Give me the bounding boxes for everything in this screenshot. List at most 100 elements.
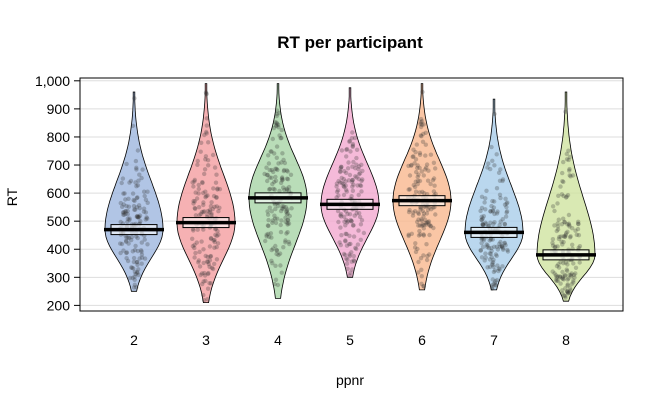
raw-point <box>484 242 489 247</box>
raw-point <box>282 167 287 173</box>
raw-point <box>191 184 196 189</box>
raw-point <box>419 281 424 286</box>
raw-point <box>135 195 140 200</box>
raw-point <box>198 149 203 154</box>
raw-point <box>500 177 506 182</box>
raw-point <box>275 203 281 209</box>
raw-point <box>488 237 494 242</box>
raw-point <box>490 262 495 268</box>
raw-point <box>426 219 432 224</box>
raw-point <box>493 252 499 257</box>
raw-point <box>275 282 281 288</box>
raw-point <box>417 190 422 195</box>
x-tick-label: 6 <box>418 332 426 348</box>
raw-point <box>281 206 286 211</box>
raw-point <box>490 277 495 282</box>
raw-point <box>285 169 290 174</box>
raw-point <box>410 154 415 159</box>
raw-point <box>433 191 438 197</box>
raw-point <box>571 280 576 285</box>
raw-point <box>348 149 353 154</box>
raw-point <box>339 148 345 153</box>
raw-point <box>481 214 486 219</box>
raw-point <box>336 178 341 184</box>
raw-point <box>131 203 137 209</box>
raw-point <box>336 193 341 198</box>
raw-point <box>494 283 499 288</box>
raw-point <box>278 208 284 214</box>
raw-point <box>416 233 422 238</box>
raw-point <box>432 183 437 188</box>
raw-point <box>124 256 129 261</box>
raw-point <box>478 208 483 214</box>
raw-point <box>202 167 208 172</box>
raw-point <box>421 226 426 231</box>
raw-point <box>285 221 290 226</box>
raw-point <box>351 253 356 259</box>
raw-point <box>345 266 350 271</box>
raw-point <box>201 200 206 205</box>
raw-point <box>140 167 145 172</box>
raw-point <box>341 181 346 187</box>
raw-point <box>560 242 565 247</box>
raw-point <box>562 219 567 225</box>
raw-point <box>562 220 567 225</box>
raw-point <box>353 166 358 171</box>
raw-point <box>274 144 280 149</box>
raw-point <box>276 122 281 128</box>
raw-point <box>281 204 287 209</box>
raw-point <box>272 187 277 192</box>
x-tick-label: 8 <box>562 332 570 348</box>
raw-point <box>427 205 432 210</box>
raw-point <box>421 283 426 289</box>
raw-point <box>350 177 355 183</box>
raw-point <box>553 244 558 249</box>
raw-point <box>561 216 566 221</box>
raw-point <box>557 274 562 279</box>
raw-point <box>134 214 139 219</box>
raw-point <box>191 228 196 233</box>
raw-point <box>489 245 494 251</box>
raw-point <box>124 161 129 167</box>
raw-point <box>135 215 141 220</box>
raw-point <box>422 191 427 196</box>
raw-point <box>561 179 566 185</box>
raw-point <box>350 144 355 149</box>
raw-point <box>411 182 416 188</box>
raw-point <box>423 153 428 158</box>
raw-point <box>342 184 347 190</box>
raw-point <box>274 120 279 125</box>
raw-point <box>418 232 423 237</box>
raw-point <box>143 217 148 222</box>
raw-point <box>561 261 566 266</box>
raw-point <box>565 282 570 287</box>
raw-point <box>431 160 437 165</box>
raw-point <box>341 176 346 182</box>
raw-point <box>360 177 365 182</box>
violins <box>104 83 596 303</box>
raw-point <box>567 289 572 295</box>
x-axis-label: ppnr <box>336 372 364 388</box>
raw-point <box>344 189 349 194</box>
raw-point <box>568 174 573 179</box>
raw-point <box>421 253 426 258</box>
raw-point <box>406 233 411 239</box>
raw-point <box>416 270 421 275</box>
raw-point <box>492 111 497 117</box>
raw-point <box>123 209 128 214</box>
raw-point <box>121 210 127 215</box>
raw-point <box>356 167 361 172</box>
raw-point <box>415 163 420 168</box>
raw-point <box>264 165 269 170</box>
raw-point <box>265 172 270 178</box>
raw-point <box>204 131 209 136</box>
raw-point <box>274 155 279 160</box>
raw-point <box>139 240 144 245</box>
raw-point <box>118 250 123 256</box>
raw-point <box>277 133 282 138</box>
raw-point <box>480 222 485 227</box>
raw-point <box>556 236 562 242</box>
raw-point <box>356 176 361 182</box>
raw-point <box>423 217 428 223</box>
raw-point <box>132 282 137 287</box>
